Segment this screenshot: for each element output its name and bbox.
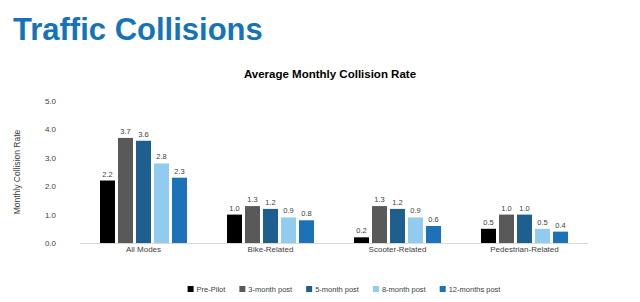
legend-swatch <box>440 286 446 292</box>
x-tick-label: Scooter-Related <box>369 245 427 254</box>
heading: Traffic Collisions <box>13 12 263 47</box>
bar <box>481 229 496 243</box>
bar <box>517 215 532 243</box>
bar <box>154 163 169 243</box>
bar <box>281 217 296 243</box>
chart: Traffic Collisions Average Monthly Collis… <box>0 0 640 302</box>
data-label: 1.3 <box>247 195 257 204</box>
bar <box>263 209 278 243</box>
y-tick-label: 4.0 <box>45 125 57 134</box>
data-label: 0.2 <box>356 226 366 235</box>
legend-item: 8-month post <box>373 285 427 294</box>
data-label: 2.2 <box>102 170 112 179</box>
data-label: 2.3 <box>174 167 184 176</box>
data-label: 1.0 <box>519 204 529 213</box>
legend-label: 12-months post <box>449 285 502 294</box>
y-tick-label: 2.0 <box>45 182 57 191</box>
data-label: 1.3 <box>374 195 384 204</box>
legend: Pre-Pilot 3-month post 5-month post 8-month… <box>188 285 502 294</box>
y-tick-label: 1.0 <box>45 211 57 220</box>
legend-label: Pre-Pilot <box>197 285 227 294</box>
data-label: 2.8 <box>156 152 166 161</box>
bar <box>499 215 514 243</box>
bar <box>136 141 151 243</box>
bar <box>100 181 115 243</box>
legend-swatch <box>188 286 194 292</box>
bar <box>426 226 441 243</box>
data-labels: 2.2 3.7 3.6 2.8 2.3 1.0 1.3 1.2 0.9 0.8 0.2 1.3 1.2 0… <box>102 127 565 235</box>
data-label: 0.4 <box>555 221 565 230</box>
bar <box>299 220 314 243</box>
legend-swatch <box>239 286 245 292</box>
x-tick-label: All Modes <box>126 245 161 254</box>
legend-item: Pre-Pilot <box>188 285 227 294</box>
bar <box>245 206 260 243</box>
x-tick-label: Pedestrian-Related <box>490 245 558 254</box>
bars <box>100 138 568 243</box>
data-label: 3.6 <box>138 130 148 139</box>
legend-label: 3-month post <box>248 285 293 294</box>
legend-item: 12-months post <box>440 285 502 294</box>
y-axis-label: Monthly Collision Rate <box>12 129 22 214</box>
bar <box>118 138 133 243</box>
x-axis-line <box>80 243 588 244</box>
data-label: 0.8 <box>301 209 311 218</box>
data-label: 0.9 <box>283 206 293 215</box>
data-label: 1.2 <box>392 198 402 207</box>
bar <box>553 232 568 243</box>
data-label: 3.7 <box>120 127 130 136</box>
legend-item: 5-month post <box>306 285 360 294</box>
data-label: 0.9 <box>410 206 420 215</box>
y-tick-label: 0.0 <box>45 239 57 248</box>
x-tick-label: Bike-Related <box>248 245 294 254</box>
legend-swatch <box>306 286 312 292</box>
chart-title: Average Monthly Collision Rate <box>244 68 416 80</box>
data-label: 0.5 <box>537 218 547 227</box>
legend-swatch <box>373 286 379 292</box>
y-tick-label: 5.0 <box>45 97 57 106</box>
bar <box>372 206 387 243</box>
bar <box>408 217 423 243</box>
data-label: 0.6 <box>428 215 438 224</box>
data-label: 1.0 <box>501 204 511 213</box>
data-label: 1.0 <box>229 204 239 213</box>
bar <box>227 215 242 243</box>
legend-label: 5-month post <box>315 285 360 294</box>
data-label: 0.5 <box>483 218 493 227</box>
bar <box>390 209 405 243</box>
bar <box>354 237 369 243</box>
bar <box>172 178 187 243</box>
legend-label: 8-month post <box>382 285 427 294</box>
bar <box>535 229 550 243</box>
data-label: 1.2 <box>265 198 275 207</box>
legend-item: 3-month post <box>239 285 293 294</box>
y-tick-label: 3.0 <box>45 154 57 163</box>
